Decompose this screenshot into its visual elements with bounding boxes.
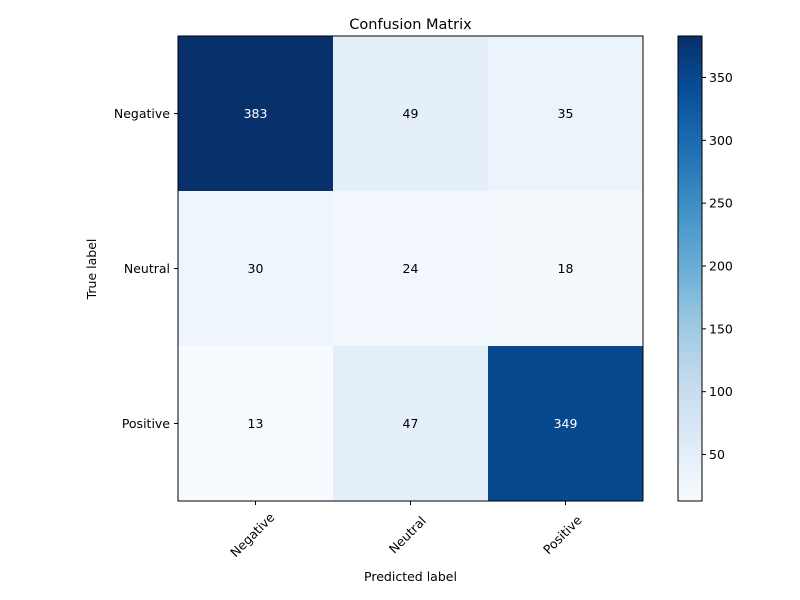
y-axis-ticks: Negative Neutral Positive [114,106,178,431]
colorbar-tick-label: 300 [709,133,733,148]
y-tick-label: Negative [114,106,170,121]
colorbar-tick-label: 200 [709,258,733,273]
heatmap-cell [333,36,489,192]
heatmap-cell [178,191,334,347]
x-tick-label: Negative [227,509,277,559]
x-axis-label: Predicted label [364,569,457,584]
heatmap-cell [488,346,644,502]
cell-value-label: 13 [248,416,264,431]
heatmap-cell [488,191,644,347]
heatmap-cell [488,36,644,192]
cell-value-label: 24 [403,261,419,276]
cell-value-label: 35 [558,106,574,121]
y-tick-label: Positive [122,416,170,431]
cell-value-label: 349 [554,416,578,431]
x-tick-label: Neutral [386,513,429,556]
colorbar-tick-label: 100 [709,384,733,399]
cell-value-label: 49 [403,106,419,121]
colorbar [677,35,703,502]
x-tick-label: Positive [540,512,585,557]
x-axis-ticks: Negative Neutral Positive [227,501,585,560]
colorbar-tick-label: 250 [709,196,733,211]
heatmap-cell [178,346,334,502]
cell-value-label: 18 [558,261,574,276]
chart-title: Confusion Matrix [349,17,472,33]
cell-value-labels: 383 49 35 30 24 18 13 47 349 [244,106,578,431]
colorbar-tick-label: 50 [709,447,725,462]
y-tick-label: Neutral [124,261,170,276]
cell-value-label: 383 [244,106,268,121]
heatmap-cells [178,36,644,502]
cell-value-label: 30 [248,261,264,276]
colorbar-ticks: 50 100 150 200 250 300 350 [702,70,733,462]
colorbar-tick-label: 350 [709,70,733,85]
heatmap-cell [333,346,489,502]
cell-value-label: 47 [403,416,419,431]
heatmap-cell [178,36,334,192]
y-axis-label: True label [84,239,99,301]
heatmap-cell [333,191,489,347]
colorbar-tick-label: 150 [709,321,733,336]
